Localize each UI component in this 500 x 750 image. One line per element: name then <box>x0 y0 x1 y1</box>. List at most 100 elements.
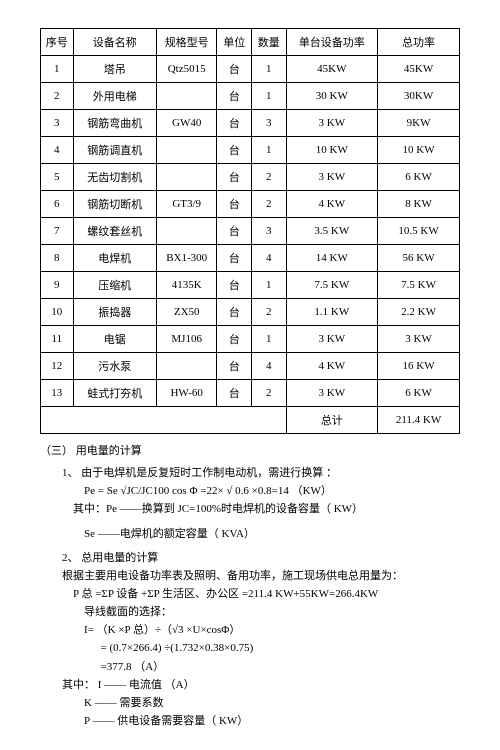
table-cell: 螺纹套丝机 <box>73 218 156 245</box>
table-cell: 30 KW <box>286 83 378 110</box>
table-cell: 台 <box>217 245 252 272</box>
table-header-row: 序号 设备名称 规格型号 单位 数量 单台设备功率 总功率 <box>41 29 460 56</box>
table-row: 6钢筋切断机GT3/9台24 KW8 KW <box>41 191 460 218</box>
table-cell: 8 KW <box>378 191 460 218</box>
table-cell: 蛙式打夯机 <box>73 380 156 407</box>
table-cell: 4 KW <box>286 191 378 218</box>
table-cell <box>156 218 217 245</box>
table-cell: 2 <box>41 83 74 110</box>
table-cell: 3.5 KW <box>286 218 378 245</box>
th-qty: 数量 <box>252 29 287 56</box>
table-cell: 16 KW <box>378 353 460 380</box>
table-body: 1塔吊Qtz5015台145KW45KW2外用电梯台130 KW30KW3钢筋弯… <box>41 56 460 407</box>
table-cell: 压缩机 <box>73 272 156 299</box>
table-cell <box>156 353 217 380</box>
point-1: 1、 由于电焊机是反复短时工作制电动机，需进行换算 ： <box>40 464 460 482</box>
th-total: 总功率 <box>378 29 460 56</box>
table-cell: 3 KW <box>286 326 378 353</box>
point-1-se: Se ——电焊机的额定容量（ KVA） <box>40 525 460 543</box>
table-cell: 污水泵 <box>73 353 156 380</box>
table-cell: 8 <box>41 245 74 272</box>
table-cell: 10 <box>41 299 74 326</box>
table-cell: 电锯 <box>73 326 156 353</box>
table-cell: 4 <box>41 137 74 164</box>
table-cell: 3 <box>252 218 287 245</box>
table-cell: 电焊机 <box>73 245 156 272</box>
total-value: 211.4 KW <box>378 407 460 434</box>
table-cell: 4 <box>252 245 287 272</box>
table-cell: 2 <box>252 299 287 326</box>
table-cell: 9KW <box>378 110 460 137</box>
table-cell: 10.5 KW <box>378 218 460 245</box>
table-row: 11电锯MJ106台13 KW3 KW <box>41 326 460 353</box>
table-cell: Qtz5015 <box>156 56 217 83</box>
table-cell: 台 <box>217 191 252 218</box>
equipment-table: 序号 设备名称 规格型号 单位 数量 单台设备功率 总功率 1塔吊Qtz5015… <box>40 28 460 434</box>
table-cell: 45KW <box>286 56 378 83</box>
table-cell: 11 <box>41 326 74 353</box>
table-cell <box>156 164 217 191</box>
table-cell: 3 KW <box>286 110 378 137</box>
table-cell: HW-60 <box>156 380 217 407</box>
table-row: 5无齿切割机台23 KW6 KW <box>41 164 460 191</box>
table-row: 1塔吊Qtz5015台145KW45KW <box>41 56 460 83</box>
formula-i3: =377.8 （A） <box>40 658 460 676</box>
table-row: 4钢筋调直机台110 KW10 KW <box>41 137 460 164</box>
th-model: 规格型号 <box>156 29 217 56</box>
where-p: P —— 供电设备需要容量（ KW） <box>40 712 460 730</box>
table-cell: 6 KW <box>378 164 460 191</box>
table-cell: 台 <box>217 110 252 137</box>
table-cell: 10 KW <box>378 137 460 164</box>
th-seq: 序号 <box>41 29 74 56</box>
table-cell: GT3/9 <box>156 191 217 218</box>
table-cell: 1 <box>252 137 287 164</box>
table-row: 2外用电梯 台130 KW30KW <box>41 83 460 110</box>
table-cell: 钢筋调直机 <box>73 137 156 164</box>
wire-section: 导线截面的选择： <box>40 603 460 621</box>
table-cell: 3 KW <box>286 164 378 191</box>
table-cell: 振捣器 <box>73 299 156 326</box>
table-cell: 钢筋弯曲机 <box>73 110 156 137</box>
table-cell <box>156 83 217 110</box>
table-row: 10振捣器ZX50台21.1 KW2.2 KW <box>41 299 460 326</box>
table-cell: 1 <box>252 326 287 353</box>
table-cell: 1 <box>252 83 287 110</box>
table-row: 8电焊机BX1-300台414 KW56 KW <box>41 245 460 272</box>
table-cell: GW40 <box>156 110 217 137</box>
table-cell <box>156 137 217 164</box>
table-cell: 14 KW <box>286 245 378 272</box>
table-cell: BX1-300 <box>156 245 217 272</box>
table-cell: 1 <box>41 56 74 83</box>
table-cell: 3 KW <box>286 380 378 407</box>
point-2-line2: P 总 =ΣP 设备 +ΣP 生活区、办公区 =211.4 KW+55KW=26… <box>40 585 460 603</box>
table-cell: 4135K <box>156 272 217 299</box>
table-cell: 台 <box>217 326 252 353</box>
table-row: 9压缩机4135K台17.5 KW7.5 KW <box>41 272 460 299</box>
point-2-line1: 根据主要用电设备功率表及照明、备用功率，施工现场供电总用量为： <box>40 567 460 585</box>
point-2: 2、 总用电量的计算 <box>40 549 460 567</box>
body-text: （三） 用电量的计算 1、 由于电焊机是反复短时工作制电动机，需进行换算 ： P… <box>40 442 460 730</box>
table-cell: 塔吊 <box>73 56 156 83</box>
table-cell: 3 <box>41 110 74 137</box>
where-k: K —— 需要系数 <box>40 694 460 712</box>
table-cell: 7 <box>41 218 74 245</box>
table-cell: 5 <box>41 164 74 191</box>
table-cell: 台 <box>217 380 252 407</box>
table-cell: MJ106 <box>156 326 217 353</box>
table-cell: 台 <box>217 137 252 164</box>
table-cell: 台 <box>217 299 252 326</box>
table-cell: 台 <box>217 83 252 110</box>
table-cell: 1 <box>252 272 287 299</box>
table-cell: 56 KW <box>378 245 460 272</box>
table-cell: 4 KW <box>286 353 378 380</box>
table-cell: 10 KW <box>286 137 378 164</box>
table-cell: 2.2 KW <box>378 299 460 326</box>
table-cell: 台 <box>217 56 252 83</box>
table-row: 7螺纹套丝机台33.5 KW10.5 KW <box>41 218 460 245</box>
th-unit: 单位 <box>217 29 252 56</box>
table-cell: ZX50 <box>156 299 217 326</box>
table-cell: 30KW <box>378 83 460 110</box>
table-cell: 1.1 KW <box>286 299 378 326</box>
table-cell: 外用电梯 <box>73 83 156 110</box>
th-name: 设备名称 <box>73 29 156 56</box>
